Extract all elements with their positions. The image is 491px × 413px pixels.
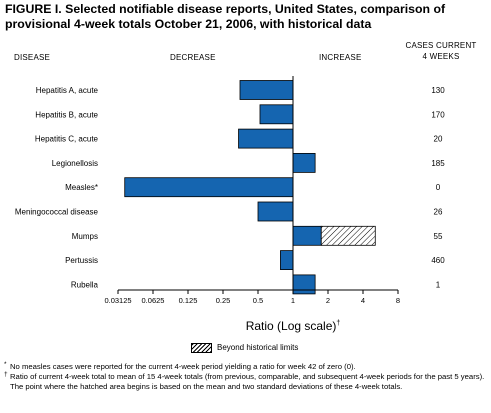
footnote-text: Ratio of current 4-week total to mean of… bbox=[10, 372, 485, 391]
category-labels: Hepatitis A, acute Hepatitis B, acute Hepa… bbox=[15, 86, 99, 289]
x-tick-label-5: 1 bbox=[291, 296, 295, 305]
x-tick-label-8: 8 bbox=[396, 296, 400, 305]
legend-beyond-label: Beyond historical limits bbox=[217, 343, 299, 353]
cases-value-6: 55 bbox=[434, 232, 443, 241]
cases-value-4: 0 bbox=[436, 183, 441, 192]
figure-title: FIGURE I. Selected notifiable disease re… bbox=[5, 2, 446, 31]
x-axis-title-mark: † bbox=[336, 320, 341, 327]
legend-hatch-swatch bbox=[191, 343, 212, 353]
category-label-0: Hepatitis A, acute bbox=[36, 86, 99, 95]
category-label-5: Meningococcal disease bbox=[15, 208, 99, 217]
footnote-measles: * No measles cases were reported for the… bbox=[4, 361, 488, 372]
bar-7 bbox=[280, 250, 294, 271]
disease-column-header: DISEASE bbox=[14, 53, 51, 62]
bar-8 bbox=[292, 274, 316, 295]
x-tick-label-2: 0.125 bbox=[179, 296, 198, 305]
x-tick-label-0: 0.03125 bbox=[104, 296, 131, 305]
footnote-mark: * bbox=[4, 361, 7, 368]
footnotes: * No measles cases were reported for the… bbox=[4, 361, 488, 392]
decrease-header: DECREASE bbox=[170, 53, 216, 62]
bar-2 bbox=[238, 128, 294, 149]
footnote-ratio: † Ratio of current 4-week total to mean … bbox=[4, 371, 488, 392]
bar-6 bbox=[292, 225, 322, 246]
bar-0 bbox=[239, 80, 294, 100]
cases-value-3: 185 bbox=[431, 159, 445, 168]
category-label-3: Legionellosis bbox=[52, 159, 98, 168]
increase-header: INCREASE bbox=[319, 53, 362, 62]
cases-header-line2: 4 WEEKS bbox=[422, 52, 460, 61]
bar-3 bbox=[292, 152, 316, 173]
bar-1 bbox=[259, 104, 294, 125]
beyond-limits-bar-6 bbox=[320, 225, 376, 246]
bar-5 bbox=[257, 201, 294, 222]
x-tick-label-1: 0.0625 bbox=[142, 296, 165, 305]
x-tick-label-4: 0.5 bbox=[253, 296, 263, 305]
cases-value-0: 130 bbox=[431, 86, 445, 95]
x-tick-label-7: 4 bbox=[361, 296, 365, 305]
bar-4 bbox=[124, 177, 294, 198]
cases-value-2: 20 bbox=[434, 135, 443, 144]
x-axis-title: Ratio (Log scale)† bbox=[220, 319, 366, 333]
category-label-7: Pertussis bbox=[65, 256, 98, 265]
footnote-mark: † bbox=[4, 371, 8, 378]
cases-header-line1: CASES CURRENT bbox=[405, 41, 477, 50]
legend: Beyond historical limits bbox=[191, 343, 298, 353]
cases-value-1: 170 bbox=[431, 110, 445, 119]
x-axis: 0.03125 0.0625 0.125 0.25 0.5 1 2 4 8 bbox=[104, 76, 400, 305]
category-label-8: Rubella bbox=[71, 280, 99, 289]
cases-value-7: 460 bbox=[431, 256, 445, 265]
category-label-1: Hepatitis B, acute bbox=[35, 110, 98, 119]
cases-values: 130 170 20 185 0 26 55 460 1 bbox=[431, 86, 445, 289]
category-label-6: Mumps bbox=[72, 232, 98, 241]
x-tick-label-3: 0.25 bbox=[216, 296, 231, 305]
x-axis-title-text: Ratio (Log scale) bbox=[245, 319, 337, 333]
category-label-2: Hepatitis C, acute bbox=[35, 135, 99, 144]
bars-layer bbox=[124, 80, 376, 295]
cases-value-5: 26 bbox=[434, 208, 443, 217]
footnote-text: No measles cases were reported for the c… bbox=[10, 362, 356, 371]
x-tick-label-6: 2 bbox=[326, 296, 330, 305]
cases-column-header: CASES CURRENT 4 WEEKS bbox=[395, 40, 487, 62]
cases-value-8: 1 bbox=[436, 280, 441, 289]
category-label-4: Measles* bbox=[65, 183, 98, 192]
